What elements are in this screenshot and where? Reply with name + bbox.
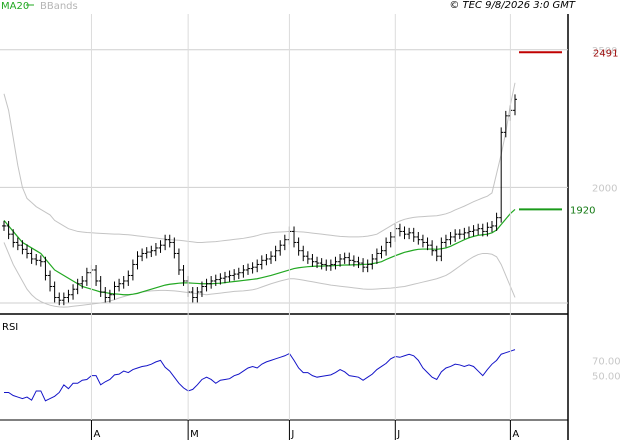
rsi-path — [4, 349, 516, 402]
price-bars — [2, 94, 517, 306]
ma20-line — [3, 208, 516, 296]
copyright-stamp: © TEC 9/8/2026 3:0 GMT — [449, 0, 576, 11]
gridlines — [0, 49, 568, 304]
rsi-y-tick-label: 70.00 — [592, 356, 621, 367]
month-tick-label: J — [396, 429, 400, 440]
price-levels: 2491 1920 — [519, 48, 618, 216]
rsi-y-ticks: 70.00 50.00 — [592, 356, 621, 382]
bollinger-bands — [3, 82, 516, 308]
month-tick-label: J — [290, 429, 294, 440]
price-y-tick-label: 2000 — [592, 183, 617, 194]
plot-frame — [0, 14, 569, 440]
rsi-line — [4, 349, 516, 402]
bband-upper — [3, 82, 516, 243]
price-level-label: 1920 — [570, 205, 595, 216]
legend-bbands: BBands — [40, 1, 78, 12]
ma20-path — [3, 208, 516, 296]
month-tick-label: A — [93, 429, 100, 440]
month-tick-label: M — [190, 429, 199, 440]
legend-ma20: MA20 — [1, 1, 29, 12]
price-y-ticks: 2500 2000 — [592, 46, 617, 195]
price-level-label: 2491 — [593, 48, 618, 59]
rsi-panel-title: RSI — [2, 322, 18, 333]
bband-lower — [3, 242, 516, 308]
price-y-tick-label: 2500 — [592, 46, 617, 57]
rsi-y-tick-label: 50.00 — [592, 372, 621, 383]
month-tick-label: A — [512, 429, 519, 440]
